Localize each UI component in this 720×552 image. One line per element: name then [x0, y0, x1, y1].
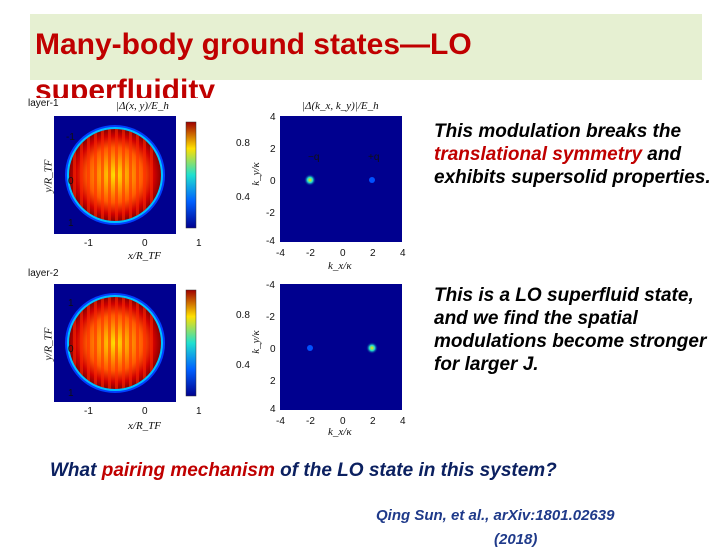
k-y-tick: 2: [270, 376, 276, 387]
real-x-tick: -1: [84, 238, 93, 249]
layer-2-label: layer-2: [28, 268, 59, 279]
k-y-tick: -4: [266, 280, 275, 291]
k-x-tick: 2: [370, 248, 376, 259]
real-y-tick: 0: [68, 176, 74, 187]
note-symmetry-part-1: This modulation breaks the: [434, 121, 682, 142]
slide-title-line-1: Many-body ground states—LO: [35, 28, 472, 61]
k-y-tick: -4: [266, 236, 275, 247]
k-y-axis-label: k_y/κ: [249, 330, 262, 354]
layer-1-label: layer-1: [28, 98, 59, 109]
momentum-map-layer-2: [280, 284, 402, 410]
k-x-axis-label: k_x/κ: [328, 426, 352, 438]
k-x-axis-label: k_x/κ: [328, 260, 352, 272]
citation-line-1: Qing Sun, et al., arXiv:1801.02639: [376, 507, 615, 524]
real-x-tick: -1: [84, 406, 93, 417]
k-y-axis-label: k_y/κ: [249, 162, 262, 186]
question-highlight: pairing mechanism: [101, 460, 275, 481]
k-x-tick: -2: [306, 248, 315, 259]
real-space-title: |Δ(x, y)/E_h: [116, 100, 169, 112]
k-y-tick: -2: [266, 312, 275, 323]
real-x-tick: 1: [196, 406, 202, 417]
real-x-axis-label: x/R_TF: [128, 250, 161, 262]
real-space-map-layer-2: [54, 284, 197, 402]
note-symmetry-part-3: and exhibits supersolid properties.: [434, 144, 711, 188]
real-y-axis-label: y/R_TF: [42, 159, 55, 193]
k-y-tick: 0: [270, 176, 276, 187]
colorbar-tick: 0.8: [236, 310, 250, 321]
real-x-tick: 0: [142, 238, 148, 249]
real-space-map-layer-1: [54, 116, 197, 234]
real-y-tick: 1: [68, 298, 74, 309]
k-y-tick: 4: [270, 112, 276, 123]
question-text: What pairing mechanism of the LO state i…: [50, 460, 557, 482]
k-x-tick: -4: [276, 416, 285, 427]
real-y-tick: 1: [68, 388, 74, 399]
real-x-tick: 0: [142, 406, 148, 417]
k-y-tick: 0: [270, 344, 276, 355]
real-y-tick: 0: [68, 344, 74, 355]
minus-q-annotation: −q: [308, 152, 320, 163]
k-x-tick: 4: [400, 416, 406, 427]
citation-line-2: (2018): [494, 531, 538, 548]
k-x-tick: 2: [370, 416, 376, 427]
momentum-space-title: |Δ(k_x, k_y)|/E_h: [302, 100, 379, 112]
k-x-tick: 0: [340, 248, 346, 259]
question-after: of the LO state in this system?: [274, 460, 557, 481]
title-banner: [30, 14, 702, 80]
real-y-tick: -1: [66, 132, 75, 143]
k-x-tick: -4: [276, 248, 285, 259]
k-y-tick: 2: [270, 144, 276, 155]
note-symmetry: This modulation breaks the translational…: [434, 120, 714, 189]
k-x-tick: 4: [400, 248, 406, 259]
real-x-axis-label: x/R_TF: [128, 420, 161, 432]
citation: Qing Sun, et al., arXiv:1801.02639 (2018…: [376, 504, 614, 552]
note-symmetry-highlight: translational symmetry: [434, 144, 643, 165]
momentum-map-layer-1: [280, 116, 402, 242]
note-lo-state: This is a LO superfluid state, and we fi…: [434, 285, 707, 375]
colorbar-tick: 0.8: [236, 138, 250, 149]
slide-title: Many-body ground states—LO superfluidity: [35, 22, 472, 114]
k-y-tick: -2: [266, 208, 275, 219]
real-y-axis-label: y/R_TF: [42, 327, 55, 361]
colorbar-tick: 0.4: [236, 192, 250, 203]
question-before: What: [50, 460, 102, 481]
k-x-tick: -2: [306, 416, 315, 427]
real-y-tick: 1: [68, 218, 74, 229]
k-x-tick: 0: [340, 416, 346, 427]
figure-panel: layer-1 |Δ(x, y)/E_h |Δ(k_x, k_y)|/E_h: [28, 98, 420, 440]
plus-q-annotation: +q: [368, 152, 380, 163]
real-x-tick: 1: [196, 238, 202, 249]
k-y-tick: 4: [270, 404, 276, 415]
colorbar-tick: 0.4: [236, 360, 250, 371]
